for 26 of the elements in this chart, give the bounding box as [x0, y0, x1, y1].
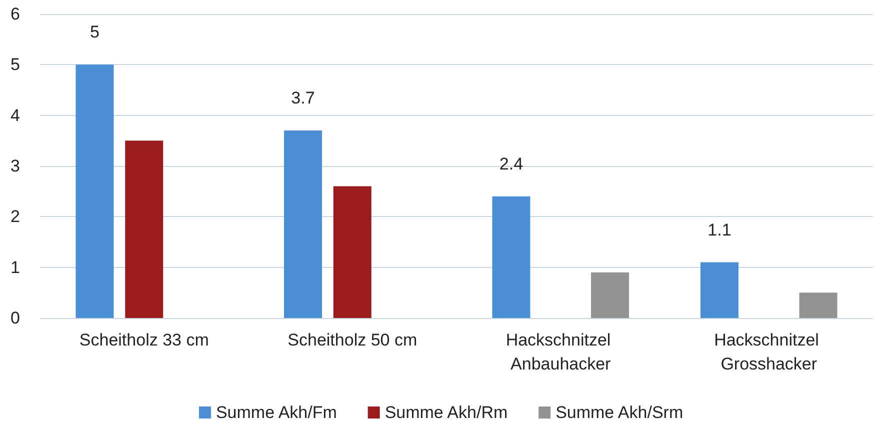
- y-tick-label: 3: [10, 156, 20, 176]
- x-tick-label: Hackschnitzel Anbauhacker: [506, 330, 616, 374]
- bar: [284, 130, 322, 318]
- data-label: 5: [90, 22, 100, 42]
- legend-label: Summe Akh/Rm: [384, 403, 508, 422]
- x-tick-label: Scheitholz 33 cm: [79, 330, 209, 350]
- bar: [700, 262, 738, 318]
- x-tick-label: Hackschnitzel Grosshacker: [714, 330, 824, 374]
- bar: [333, 186, 372, 318]
- y-tick-label: 1: [10, 258, 20, 277]
- y-tick-label: 4: [10, 106, 20, 125]
- bar: [492, 196, 530, 318]
- x-tick-label: Scheitholz 50 cm: [288, 330, 418, 350]
- y-tick-label: 5: [10, 55, 20, 74]
- bar: [591, 272, 630, 318]
- y-tick-label: 2: [10, 207, 20, 226]
- y-tick-label: 0: [10, 308, 20, 328]
- data-label: 3.7: [291, 88, 315, 108]
- y-tick-label: 6: [10, 4, 20, 24]
- legend-label: Summe Akh/Fm: [216, 403, 337, 422]
- bar: [799, 292, 838, 318]
- legend-label: Summe Akh/Srm: [556, 403, 684, 422]
- data-label: 2.4: [499, 154, 524, 174]
- bar: [76, 64, 114, 318]
- bar: [125, 140, 164, 318]
- data-label: 1.1: [708, 220, 732, 240]
